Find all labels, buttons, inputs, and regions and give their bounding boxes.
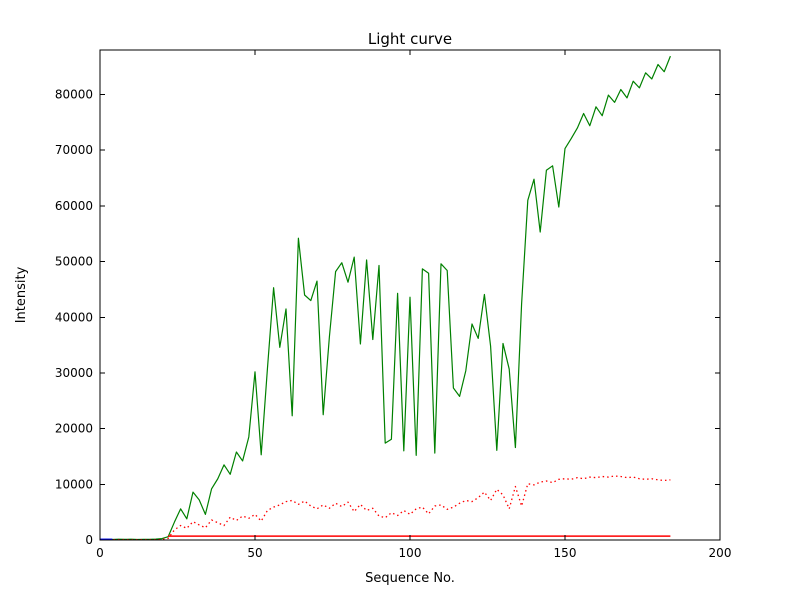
y-tick-label: 0	[85, 533, 93, 547]
y-tick-label: 50000	[55, 255, 93, 269]
x-tick-label: 150	[554, 546, 577, 560]
y-axis-label: Intensity	[14, 266, 29, 323]
x-tick-label: 200	[709, 546, 732, 560]
plot-border	[99, 49, 721, 541]
y-tick-label: 30000	[55, 366, 93, 380]
tick-layer: 0 50 100 150 200 0 10000 20000 30000 40000 50000 60…	[55, 50, 732, 560]
y-tick-label: 20000	[55, 422, 93, 436]
y-tick-label: 10000	[55, 477, 93, 491]
y-tick-label: 70000	[55, 143, 93, 157]
chart-title: Light curve	[368, 30, 452, 48]
x-tick-label: 50	[247, 546, 262, 560]
series-secondary-intensity	[99, 475, 671, 541]
y-tick-label: 60000	[55, 199, 93, 213]
y-tick-label: 40000	[55, 310, 93, 324]
y-tick-label: 80000	[55, 88, 93, 102]
x-axis-label: Sequence No.	[365, 571, 455, 586]
series-main-intensity	[99, 55, 671, 541]
plot-area	[100, 50, 720, 540]
x-tick-label: 0	[96, 546, 104, 560]
x-tick-label: 100	[399, 546, 422, 560]
